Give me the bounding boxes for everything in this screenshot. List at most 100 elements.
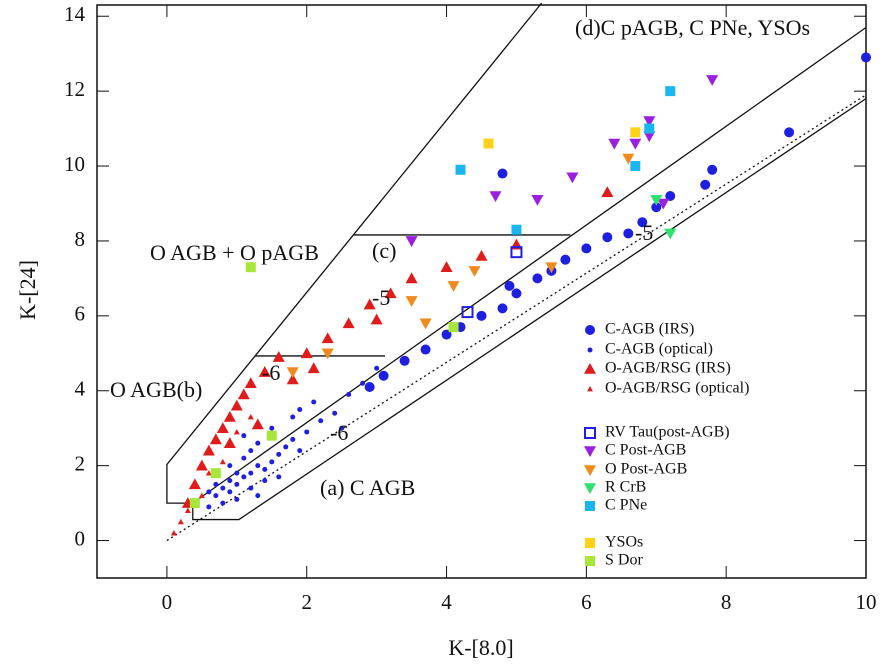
point: [455, 164, 466, 175]
point: [266, 430, 277, 441]
point: [189, 498, 200, 509]
legend-label: O Post-AGB: [605, 461, 687, 478]
x-tick-label: 8: [721, 590, 732, 614]
point: [332, 410, 338, 416]
point: [219, 458, 226, 465]
point: [405, 296, 418, 307]
point: [258, 366, 271, 377]
point: [321, 332, 334, 344]
point: [601, 186, 614, 198]
legend-marker: [587, 347, 593, 353]
legend-marker: [585, 501, 595, 511]
point: [483, 138, 494, 149]
point: [233, 428, 240, 435]
legend-label: R CrB: [605, 479, 646, 496]
legend-marker: [584, 427, 596, 439]
legend-marker: [587, 386, 593, 392]
point: [511, 224, 522, 235]
point: [384, 287, 397, 299]
y-tick-label: 14: [64, 2, 86, 26]
point: [419, 318, 432, 330]
point: [342, 317, 355, 329]
point: [608, 138, 621, 150]
point: [420, 344, 431, 355]
point: [602, 232, 613, 243]
point: [297, 406, 303, 412]
point: [205, 470, 212, 476]
point: [318, 418, 324, 424]
point: [286, 373, 299, 385]
point: [461, 306, 474, 319]
point: [234, 470, 240, 476]
point: [657, 198, 670, 210]
point: [245, 262, 256, 273]
point: [223, 437, 236, 448]
legend-marker: [585, 538, 595, 548]
point: [630, 161, 641, 172]
point: [630, 127, 641, 138]
point: [706, 75, 719, 86]
point: [276, 451, 282, 457]
x-tick-label: 2: [301, 590, 312, 614]
point: [227, 478, 233, 484]
point: [581, 243, 592, 254]
annotation: O AGB(b): [110, 377, 202, 402]
point: [374, 365, 380, 371]
point: [216, 422, 229, 433]
point: [622, 153, 635, 165]
annotation: (a) C AGB: [320, 475, 415, 500]
point: [707, 164, 718, 175]
point: [644, 123, 655, 134]
legend-marker: [584, 363, 596, 374]
point: [213, 493, 219, 499]
point: [223, 410, 236, 422]
x-tick-label: 10: [856, 590, 877, 614]
point: [210, 468, 221, 479]
annotation: (d)C pAGB, C PNe, YSOs: [575, 15, 810, 40]
legend-marker: [585, 556, 595, 566]
point: [188, 478, 201, 490]
point: [241, 455, 247, 461]
point: [283, 444, 289, 450]
point: [276, 474, 282, 480]
point: [227, 463, 233, 469]
point: [405, 236, 418, 247]
point: [447, 281, 460, 292]
point: [360, 380, 366, 386]
point: [511, 288, 522, 299]
y-tick-label: 4: [75, 377, 86, 401]
point: [297, 448, 303, 454]
point: [532, 273, 543, 284]
point: [321, 348, 334, 360]
y-tick-label: 2: [75, 451, 86, 475]
point: [311, 399, 317, 405]
point: [269, 425, 275, 431]
point: [248, 485, 254, 491]
legend-marker: [585, 325, 595, 335]
point: [643, 116, 656, 128]
point: [545, 262, 558, 274]
y-tick-label: 12: [64, 77, 85, 101]
point: [234, 481, 240, 487]
point: [468, 266, 481, 277]
point: [378, 370, 389, 381]
trend-line: [166, 94, 867, 542]
point: [206, 504, 212, 510]
y-axis-label: K-[24]: [15, 260, 40, 320]
point: [241, 433, 247, 439]
point: [637, 217, 648, 228]
point: [290, 414, 296, 420]
point: [497, 303, 508, 314]
legend-label: S Dor: [605, 552, 643, 569]
annotation: -5: [372, 285, 390, 310]
point: [363, 298, 376, 310]
point: [255, 493, 261, 499]
point: [476, 310, 487, 321]
point: [244, 377, 257, 389]
point: [241, 474, 247, 480]
point: [489, 191, 502, 202]
point: [650, 194, 663, 206]
point: [262, 466, 268, 472]
point: [255, 463, 261, 469]
legend-marker: [584, 446, 596, 457]
